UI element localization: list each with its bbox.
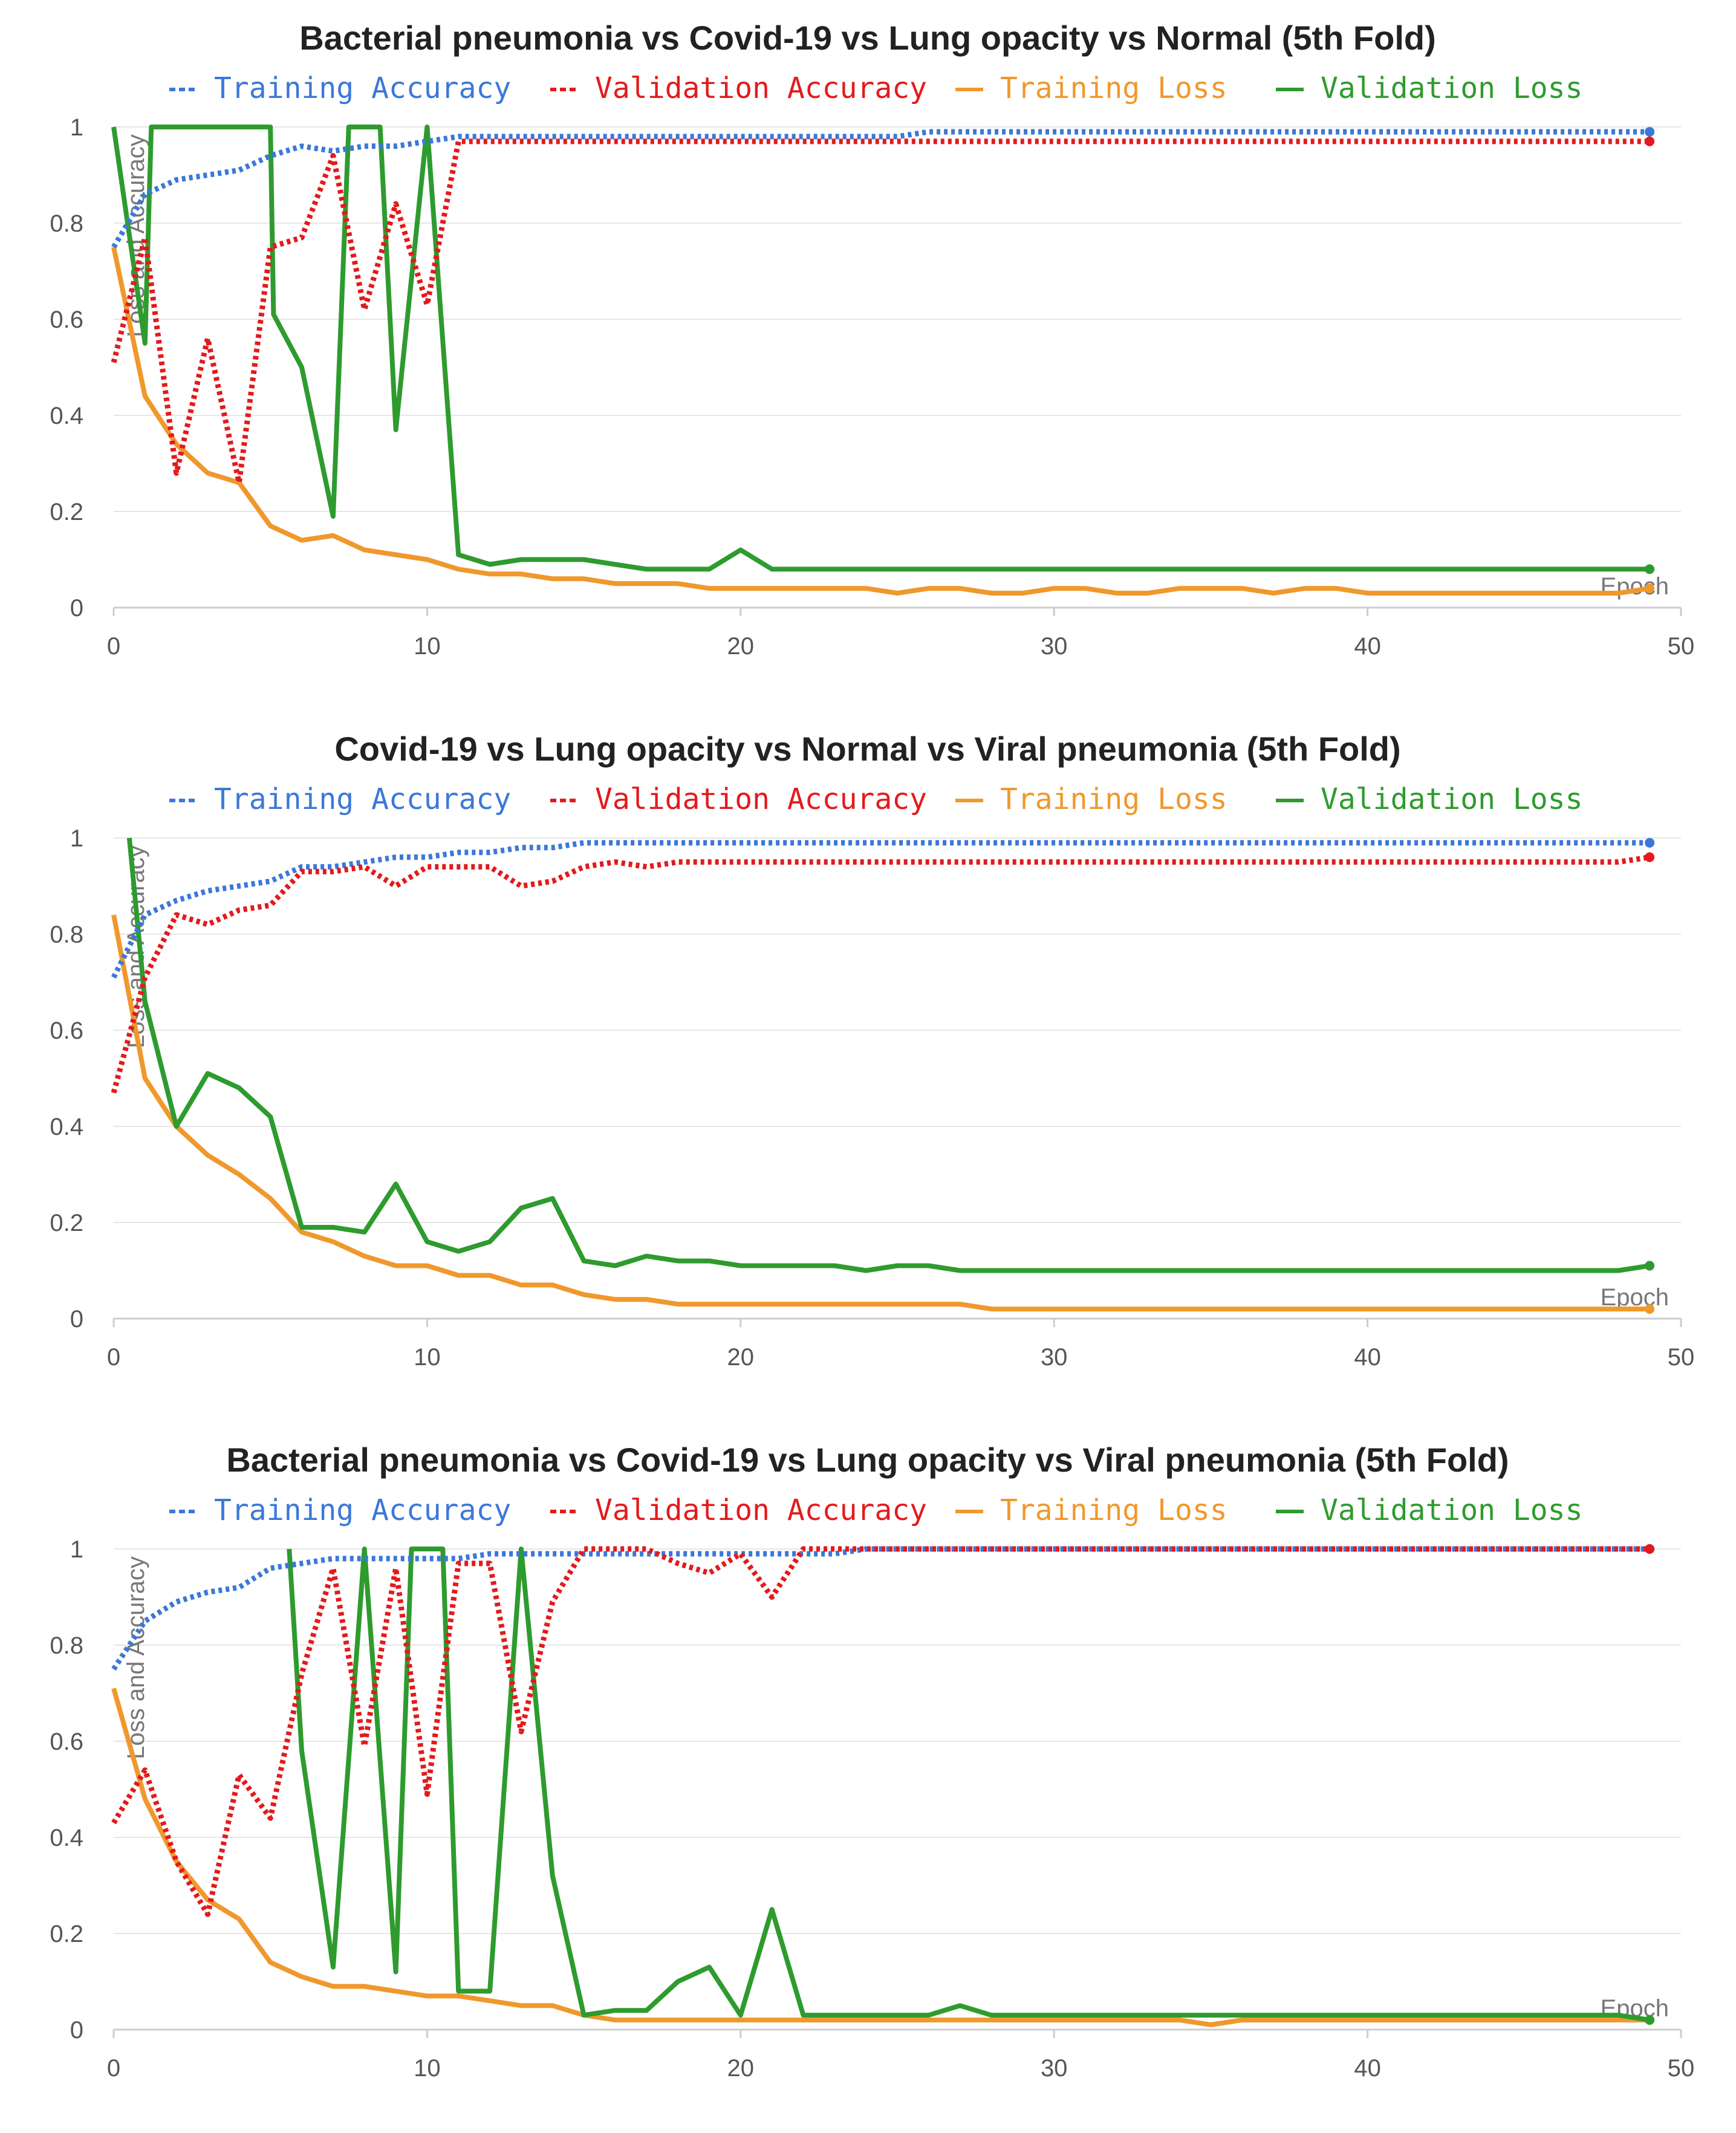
- series-end-point: [1645, 1544, 1655, 1554]
- legend-entry: Validation Accuracy: [595, 1493, 927, 1527]
- chart-title: Bacterial pneumonia vs Covid-19 vs Lung …: [299, 19, 1436, 57]
- y-tick-label: 0.4: [50, 403, 83, 429]
- line-chart-3: Bacterial pneumonia vs Covid-19 vs Lung …: [50, 1441, 1695, 2082]
- series-line-training-accuracy: [111, 129, 1650, 249]
- legend-entry: Training Accuracy: [214, 1493, 511, 1527]
- series-end-point: [1645, 1304, 1655, 1314]
- legend-entry: Validation Accuracy: [595, 782, 927, 816]
- series-group: [111, 837, 1655, 1314]
- x-axis-label: Epoch: [1601, 573, 1669, 600]
- chart-title: Bacterial pneumonia vs Covid-19 vs Lung …: [226, 1441, 1509, 1479]
- y-tick-label: 0.4: [50, 1114, 83, 1140]
- series-line-training-loss: [111, 914, 1650, 1312]
- x-tick-label: 10: [414, 2055, 441, 2082]
- x-tick-label: 10: [414, 1344, 441, 1371]
- x-tick-label: 50: [1668, 2055, 1695, 2082]
- x-tick-label: 10: [414, 633, 441, 660]
- y-tick-label: 0.6: [50, 307, 83, 333]
- series-line-training-loss: [111, 246, 1650, 596]
- y-tick-label: 0.2: [50, 1921, 83, 1947]
- series-line-validation-accuracy: [111, 854, 1650, 1094]
- y-tick-label: 1: [70, 114, 83, 141]
- chart-panel-2: Covid-19 vs Lung opacity vs Normal vs Vi…: [0, 711, 1736, 1422]
- y-tick-label: 1: [70, 825, 83, 852]
- x-tick-label: 40: [1354, 2055, 1381, 2082]
- series-end-point: [1645, 852, 1655, 862]
- chart-title: Covid-19 vs Lung opacity vs Normal vs Vi…: [334, 730, 1400, 768]
- y-tick-label: 0: [70, 2017, 83, 2044]
- line-chart-1: Bacterial pneumonia vs Covid-19 vs Lung …: [50, 19, 1695, 660]
- series-line-validation-loss: [111, 125, 1650, 572]
- series-line-validation-loss: [287, 1547, 1650, 2023]
- series-end-point: [1645, 564, 1655, 574]
- y-tick-label: 0.2: [50, 499, 83, 525]
- series-group: [111, 125, 1655, 596]
- y-tick-label: 0: [70, 1306, 83, 1333]
- series-line-training-accuracy: [111, 1546, 1650, 1671]
- x-tick-label: 30: [1041, 633, 1068, 660]
- x-tick-label: 40: [1354, 1344, 1381, 1371]
- series-end-point: [1645, 837, 1655, 848]
- legend-entry: Validation Loss: [1321, 71, 1582, 105]
- y-tick-label: 0.6: [50, 1018, 83, 1044]
- series-group: [111, 1544, 1655, 2027]
- series-end-point: [1645, 583, 1655, 594]
- x-tick-label: 20: [727, 1344, 755, 1371]
- x-tick-label: 20: [727, 633, 755, 660]
- series-end-point: [1645, 1261, 1655, 1271]
- chart-panel-1: Bacterial pneumonia vs Covid-19 vs Lung …: [0, 0, 1736, 711]
- legend-entry: Training Loss: [1000, 71, 1227, 105]
- y-tick-label: 0.8: [50, 921, 83, 948]
- legend-entry: Training Accuracy: [214, 782, 511, 816]
- line-chart-2: Covid-19 vs Lung opacity vs Normal vs Vi…: [50, 730, 1695, 1371]
- x-tick-label: 0: [107, 2055, 120, 2082]
- y-tick-label: 0: [70, 595, 83, 622]
- y-axis-label: Loss and Accuracy: [123, 1556, 149, 1759]
- x-tick-label: 40: [1354, 633, 1381, 660]
- y-tick-label: 0.8: [50, 210, 83, 237]
- y-tick-label: 0.8: [50, 1632, 83, 1659]
- x-tick-label: 0: [107, 1344, 120, 1371]
- y-tick-label: 0.4: [50, 1825, 83, 1851]
- series-line-validation-accuracy: [111, 1546, 1650, 1917]
- y-tick-label: 0.2: [50, 1210, 83, 1236]
- y-tick-label: 1: [70, 1536, 83, 1563]
- legend-entry: Training Accuracy: [214, 71, 511, 105]
- series-end-point: [1645, 136, 1655, 146]
- x-tick-label: 0: [107, 633, 120, 660]
- chart-panel-3: Bacterial pneumonia vs Covid-19 vs Lung …: [0, 1422, 1736, 2133]
- legend-entry: Validation Accuracy: [595, 71, 927, 105]
- series-end-point: [1645, 2015, 1655, 2025]
- y-tick-label: 0.6: [50, 1729, 83, 1755]
- x-tick-label: 50: [1668, 633, 1695, 660]
- series-line-validation-accuracy: [111, 138, 1650, 485]
- x-tick-label: 30: [1041, 1344, 1068, 1371]
- series-line-validation-loss: [126, 837, 1650, 1273]
- y-axis-label: Loss and Accuracy: [123, 845, 149, 1048]
- x-tick-label: 50: [1668, 1344, 1695, 1371]
- legend-entry: Validation Loss: [1321, 782, 1582, 816]
- legend-entry: Validation Loss: [1321, 1493, 1582, 1527]
- x-tick-label: 20: [727, 2055, 755, 2082]
- series-end-point: [1645, 126, 1655, 137]
- series-line-training-loss: [111, 1687, 1650, 2027]
- x-tick-label: 30: [1041, 2055, 1068, 2082]
- legend-entry: Training Loss: [1000, 782, 1227, 816]
- legend-entry: Training Loss: [1000, 1493, 1227, 1527]
- series-line-training-accuracy: [111, 840, 1650, 979]
- x-axis-label: Epoch: [1601, 1284, 1669, 1311]
